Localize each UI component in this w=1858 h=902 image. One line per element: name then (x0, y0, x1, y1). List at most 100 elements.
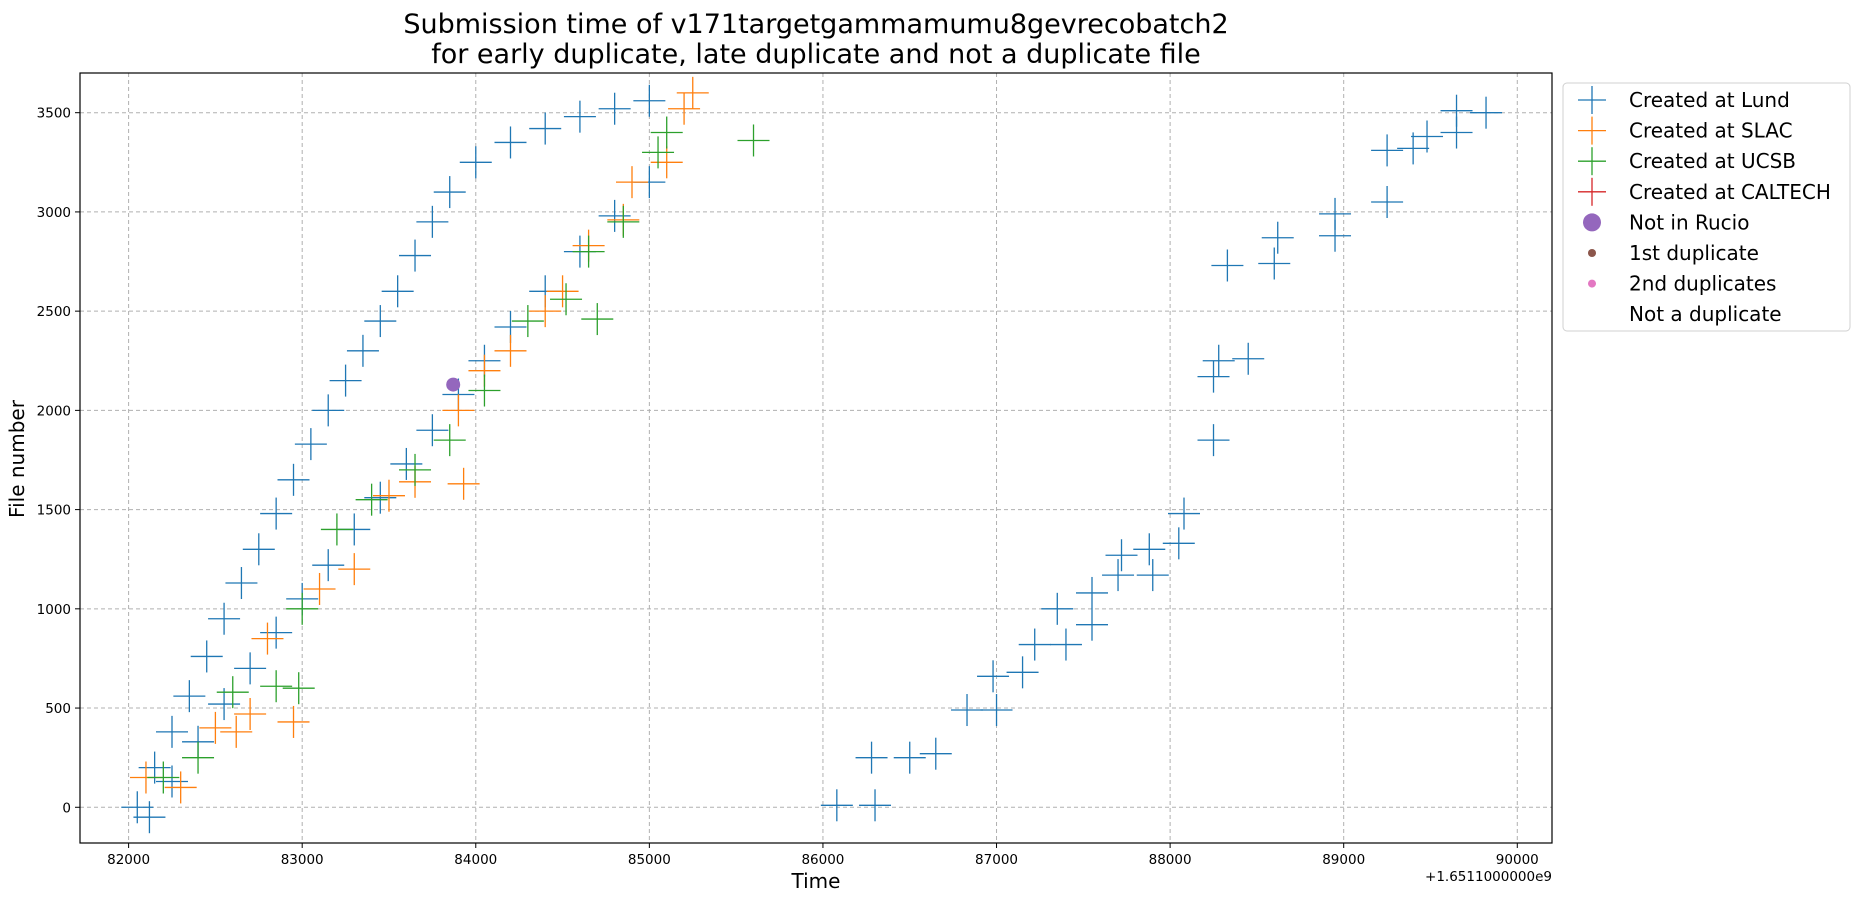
data-point-created-at-slac (616, 166, 648, 199)
data-point-created-at-ucsb (550, 283, 583, 316)
data-point-created-at-lund (242, 533, 275, 566)
y-tick-label: 0 (62, 800, 71, 816)
legend-label-not-a-duplicate: Not a duplicate (1629, 302, 1782, 326)
data-point-created-at-ucsb (511, 305, 544, 338)
x-tick-label: 88000 (1149, 852, 1192, 868)
data-point-created-at-lund (1197, 360, 1230, 393)
data-point-created-at-lund (820, 789, 853, 822)
data-point-created-at-lund (1018, 628, 1051, 661)
data-point-created-at-ucsb (286, 592, 319, 625)
data-point-created-at-slac (164, 771, 197, 804)
data-point-created-at-ucsb (399, 453, 432, 486)
data-point-created-at-lund (1211, 249, 1244, 282)
data-point-created-at-lund (598, 92, 631, 125)
data-point-created-at-slac (676, 76, 709, 109)
data-point-created-at-lund (919, 737, 952, 770)
data-point-created-at-ucsb (468, 374, 501, 407)
y-tick-label: 500 (45, 701, 71, 717)
data-point-created-at-lund (1076, 576, 1108, 609)
data-point-created-at-lund (980, 694, 1013, 727)
data-point-created-at-lund (208, 688, 241, 721)
data-point-created-at-lund (1006, 656, 1039, 689)
plot-area-frame (79, 72, 1553, 844)
data-point-created-at-lund (1411, 120, 1444, 153)
legend-label-created-at-caltech: Created at CALTECH (1629, 180, 1831, 204)
data-point-created-at-lund (416, 414, 449, 447)
data-point-created-at-lund (133, 801, 166, 834)
data-point-created-at-ucsb (182, 741, 215, 774)
y-tick-label: 2500 (37, 304, 71, 320)
legend-marker-created-at-slac (1578, 116, 1606, 145)
data-point-created-at-lund (951, 694, 984, 727)
data-point-created-at-slac (668, 92, 701, 125)
data-point-created-at-lund (1168, 497, 1200, 530)
data-point-created-at-lund (399, 239, 432, 272)
x-tick-label: 90000 (1496, 852, 1539, 868)
x-tick-label: 89000 (1322, 852, 1365, 868)
data-point-created-at-lund (346, 334, 379, 367)
legend-label-created-at-slac: Created at SLAC (1629, 119, 1793, 143)
legend-marker-created-at-ucsb (1578, 147, 1606, 176)
data-point-created-at-slac (447, 467, 480, 500)
data-point-created-at-lund (312, 549, 345, 582)
data-point-created-at-slac (372, 479, 405, 512)
y-tick-label: 3000 (37, 205, 71, 221)
data-point-created-at-lund (208, 602, 241, 635)
data-point-created-at-lund (364, 481, 397, 514)
legend-marker-not-in-rucio (1583, 213, 1601, 232)
data-point-created-at-lund (1440, 94, 1473, 127)
data-point-created-at-lund (1102, 559, 1135, 592)
data-point-created-at-lund (1232, 342, 1265, 375)
data-point-created-at-lund (1261, 221, 1294, 254)
data-point-created-at-slac (220, 715, 253, 748)
data-point-created-at-lund (1049, 628, 1082, 661)
legend-marker-1st-duplicate (1588, 249, 1596, 257)
y-tick-label: 2000 (37, 403, 71, 419)
data-point-created-at-ucsb (433, 424, 466, 457)
data-point-created-at-lund (294, 428, 327, 461)
data-point-created-at-lund (312, 394, 345, 427)
data-point-created-at-slac (234, 698, 267, 731)
data-point-created-at-lund (893, 741, 926, 774)
x-tick-label: 82000 (107, 852, 150, 868)
data-point-created-at-lund (1133, 533, 1166, 566)
data-point-created-at-lund (260, 616, 293, 649)
x-offset-label: +1.6511000000e9 (1425, 869, 1552, 885)
data-point-created-at-lund (381, 275, 414, 308)
x-tick-label: 83000 (281, 852, 324, 868)
data-point-created-at-lund (1371, 185, 1404, 218)
data-point-created-at-slac (338, 553, 371, 586)
data-point-created-at-lund (633, 84, 666, 117)
data-point-not-in-rucio (446, 377, 461, 392)
data-point-created-at-lund (121, 791, 154, 824)
legend-marker-created-at-lund (1578, 86, 1606, 114)
data-point-created-at-slac (442, 394, 475, 427)
data-point-created-at-lund (1197, 424, 1230, 457)
data-point-created-at-lund (1041, 592, 1074, 625)
data-point-created-at-lund (138, 751, 171, 784)
data-point-created-at-slac (650, 146, 683, 179)
legend-label-1st-duplicate: 1st duplicate (1629, 241, 1759, 265)
legend-label-created-at-lund: Created at Lund (1629, 88, 1790, 112)
y-axis-ticks: 0 500 1000 1500 2000 2500 3000 3500 (37, 106, 80, 816)
legend-marker-2nd-duplicates (1588, 279, 1596, 288)
x-axis-ticks: 82000 83000 84000 85000 86000 87000 88000 89000… (107, 843, 1539, 868)
data-point-created-at-slac (277, 705, 310, 738)
data-point-created-at-ucsb (642, 136, 675, 169)
data-point-created-at-lund (1258, 247, 1291, 280)
data-point-created-at-lund (329, 364, 362, 397)
data-point-created-at-lund (563, 100, 596, 133)
data-point-created-at-ucsb (650, 116, 683, 149)
data-point-created-at-lund (598, 199, 631, 232)
data-point-created-at-slac (251, 622, 284, 655)
data-point-created-at-lund (1371, 134, 1404, 167)
data-point-created-at-ucsb (737, 124, 770, 157)
x-tick-label: 85000 (628, 852, 671, 868)
data-point-created-at-lund (364, 305, 397, 338)
grid-lines (80, 73, 1552, 843)
data-point-created-at-lund (277, 463, 310, 496)
y-tick-label: 3500 (37, 106, 71, 122)
data-point-created-at-slac (494, 334, 527, 367)
data-points (121, 76, 1503, 834)
y-axis-label: File number (5, 399, 29, 518)
